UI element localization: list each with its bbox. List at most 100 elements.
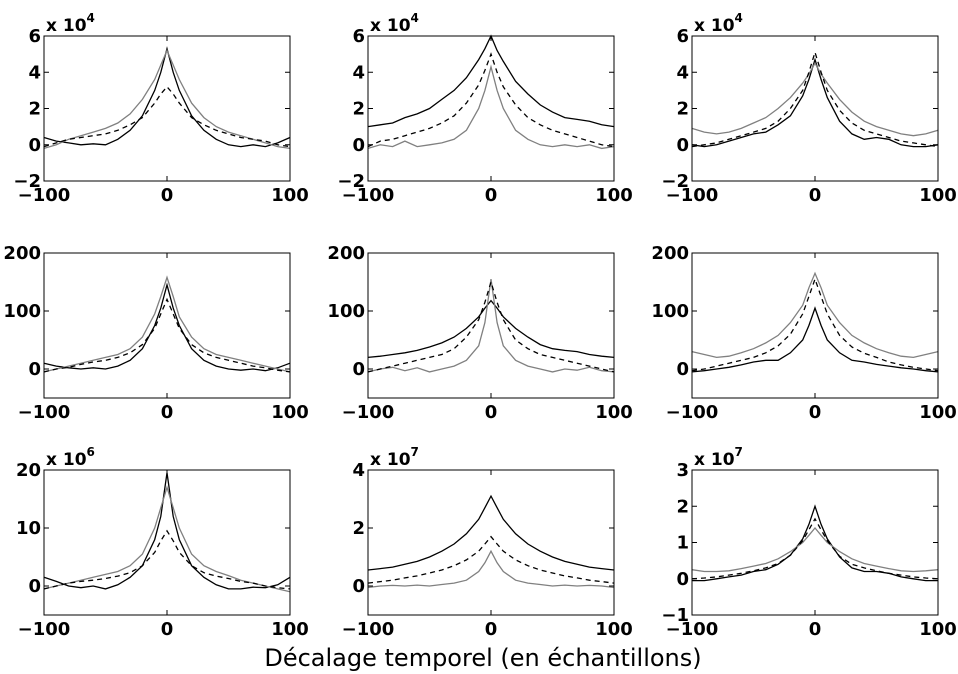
axes-frame: [43, 469, 291, 616]
x-tick-label: 100: [919, 185, 957, 206]
series-line-2: [367, 64, 615, 150]
x-axis-label: Décalage temporel (en échantillons): [264, 644, 701, 672]
y-tick-label: −2: [661, 171, 689, 192]
y-tick-label: 2: [28, 99, 41, 120]
multiplier-base: x 10: [46, 450, 87, 470]
y-tick-label: 0: [676, 569, 689, 590]
subplot-5: −100 0 100 0 100 200: [327, 243, 632, 423]
axis-multiplier: x 107: [370, 445, 419, 470]
y-tick-label: 4: [352, 460, 365, 481]
y-tick-label: 0: [28, 135, 41, 156]
series-line-1: [43, 46, 291, 148]
axis-multiplier: x 106: [46, 445, 95, 470]
multiplier-base: x 10: [370, 450, 411, 470]
series-line-2: [691, 271, 939, 359]
x-tick-label: 100: [595, 619, 633, 640]
series-line-2: [367, 549, 615, 589]
subplot-6: −100 0 100 0 100 200: [651, 243, 956, 423]
y-tick-label: 6: [352, 26, 365, 47]
x-tick-label: 0: [485, 402, 498, 423]
axes-frame: [43, 252, 291, 399]
series-line-3: [367, 279, 615, 373]
y-tick-label: 0: [28, 359, 41, 380]
multiplier-exponent: 4: [87, 11, 95, 25]
series-line-3: [691, 517, 939, 580]
x-tick-label: 0: [809, 619, 822, 640]
y-tick-label: 2: [352, 518, 365, 539]
series-line-1: [367, 494, 615, 571]
x-tick-label: 100: [919, 402, 957, 423]
subplot-8: −100 0 100 0 2 4 x 107: [342, 445, 633, 640]
y-tick-label: 0: [352, 576, 365, 597]
axes-frame: [367, 35, 615, 182]
subplot-7: −100 0 100 0 10 20 x 106: [16, 445, 309, 640]
x-tick-label: −100: [666, 402, 719, 423]
series-line-2: [691, 61, 939, 137]
series-line-1: [691, 306, 939, 373]
x-tick-label: −100: [18, 619, 71, 640]
multiplier-base: x 10: [694, 450, 735, 470]
y-tick-label: 2: [676, 99, 689, 120]
x-tick-label: 0: [161, 402, 174, 423]
x-tick-label: 0: [161, 619, 174, 640]
y-tick-label: 2: [676, 496, 689, 517]
y-tick-label: −1: [661, 605, 689, 626]
y-tick-label: 0: [352, 359, 365, 380]
y-tick-label: 4: [676, 62, 689, 83]
series-line-3: [43, 85, 291, 148]
y-tick-label: 3: [676, 460, 689, 481]
y-tick-label: 1: [676, 533, 689, 554]
multiplier-exponent: 4: [411, 11, 419, 25]
y-tick-label: 0: [28, 576, 41, 597]
series-line-2: [43, 48, 291, 150]
x-tick-label: −100: [342, 402, 395, 423]
y-tick-label: 0: [352, 135, 365, 156]
y-tick-label: 10: [16, 518, 41, 539]
series-line-2: [43, 485, 291, 593]
x-tick-label: 100: [271, 185, 309, 206]
y-tick-label: 200: [3, 243, 41, 264]
axis-multiplier: x 107: [694, 445, 743, 470]
x-tick-label: −100: [342, 619, 395, 640]
series-line-2: [691, 526, 939, 573]
multiplier-exponent: 7: [735, 445, 743, 459]
series-line-1: [367, 299, 615, 359]
x-tick-label: 100: [595, 402, 633, 423]
y-tick-label: 100: [327, 301, 365, 322]
y-tick-label: 100: [651, 301, 689, 322]
axis-multiplier: x 104: [370, 11, 419, 36]
multiplier-base: x 10: [46, 16, 87, 36]
x-tick-label: −100: [666, 619, 719, 640]
y-tick-label: 0: [676, 359, 689, 380]
y-tick-label: 6: [28, 26, 41, 47]
series-line-3: [367, 52, 615, 148]
y-tick-label: 4: [28, 62, 41, 83]
x-tick-label: −100: [666, 185, 719, 206]
series-line-3: [43, 297, 291, 373]
series-line-1: [691, 57, 939, 148]
series-line-3: [691, 277, 939, 372]
x-tick-label: 100: [595, 185, 633, 206]
y-tick-label: 20: [16, 460, 41, 481]
series-line-3: [43, 529, 291, 590]
multiplier-base: x 10: [694, 16, 735, 36]
axes-frame: [43, 35, 291, 182]
series-line-2: [43, 275, 291, 373]
y-tick-label: −2: [337, 171, 365, 192]
y-tick-label: 4: [352, 62, 365, 83]
x-tick-label: 0: [485, 619, 498, 640]
y-tick-label: 2: [352, 99, 365, 120]
y-tick-label: 200: [651, 243, 689, 264]
axes-frame: [691, 469, 939, 616]
x-tick-label: −100: [18, 402, 71, 423]
y-tick-label: 200: [327, 243, 365, 264]
x-tick-label: −100: [342, 185, 395, 206]
y-tick-label: 6: [676, 26, 689, 47]
series-line-3: [367, 535, 615, 584]
series-line-1: [367, 34, 615, 128]
axes-frame: [367, 469, 615, 616]
